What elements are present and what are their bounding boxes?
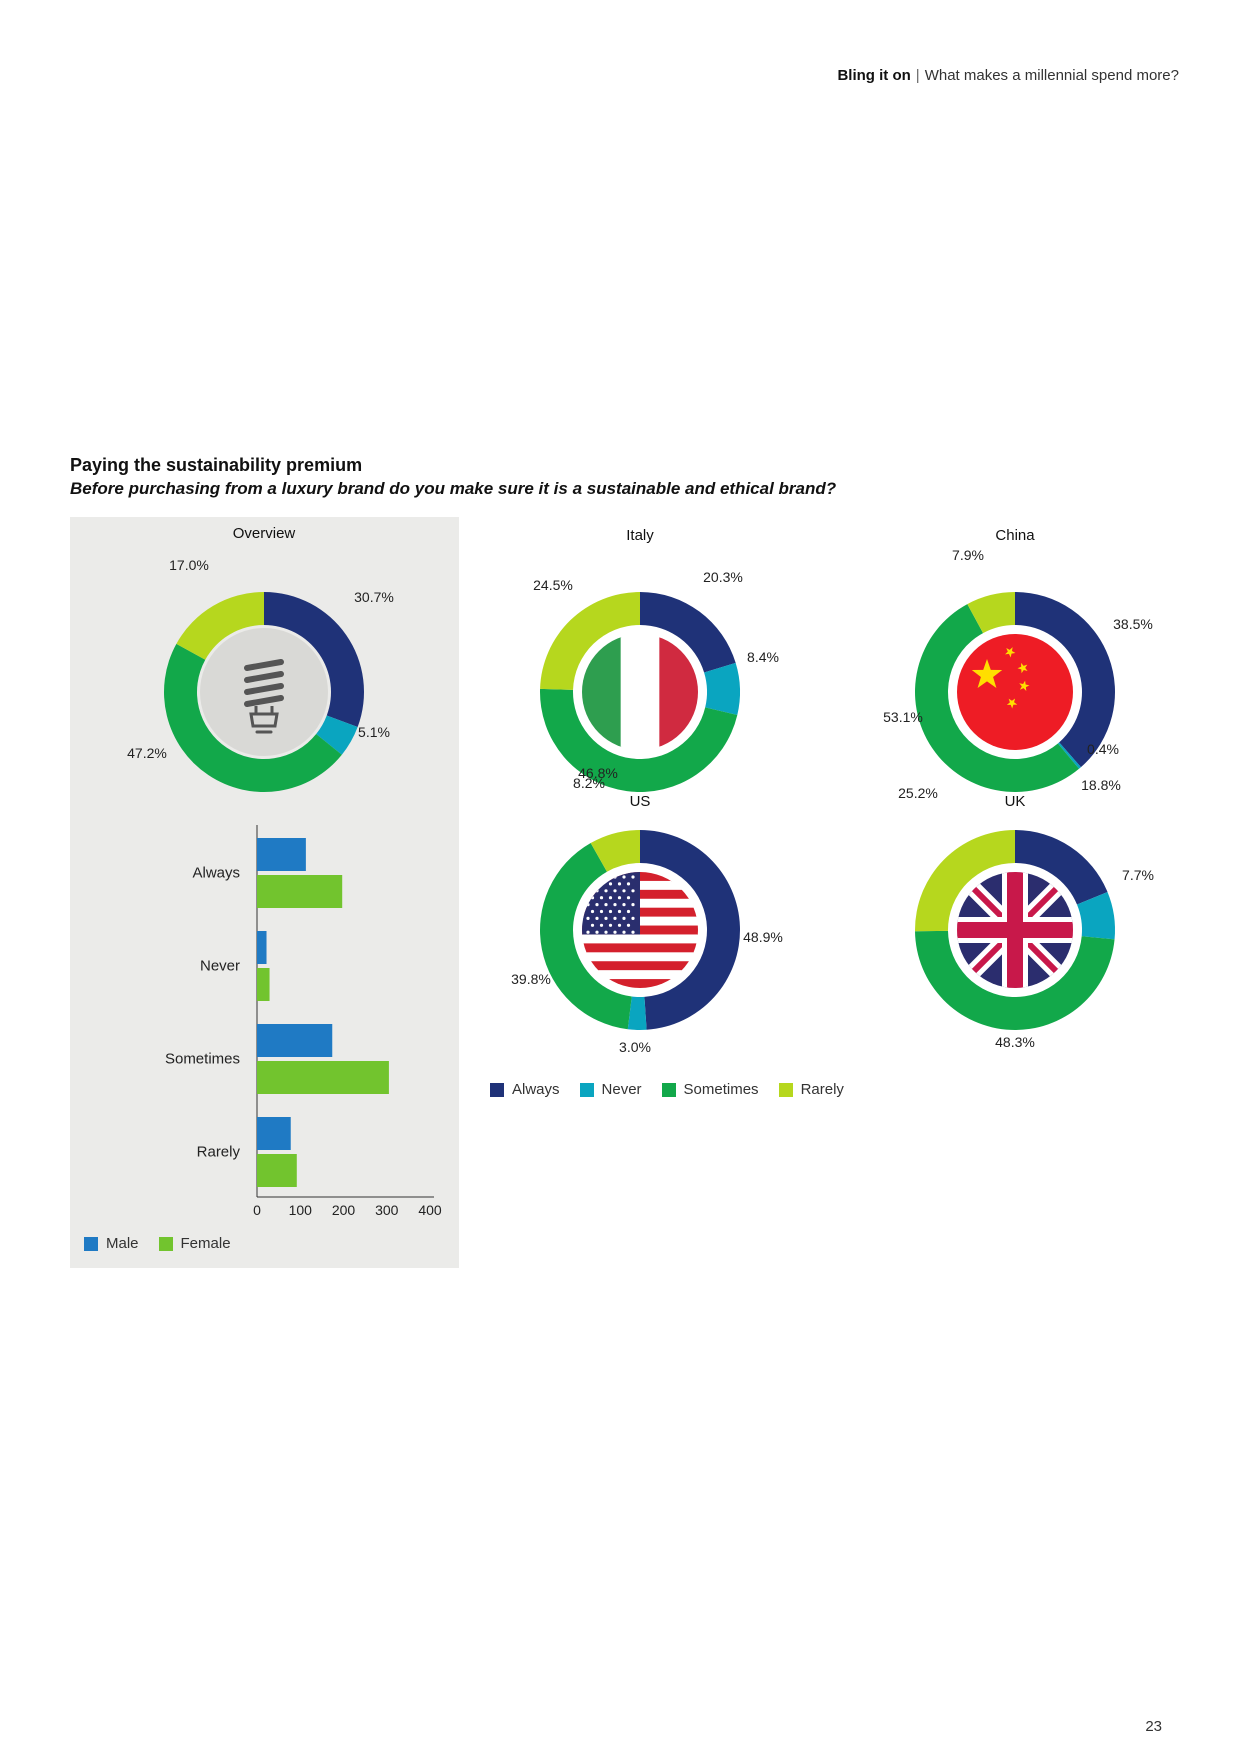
uk-slice-sometimes bbox=[915, 930, 1115, 1030]
header-report-subtitle: What makes a millennial spend more? bbox=[924, 67, 1179, 84]
italy-label-rarely: 24.5% bbox=[533, 577, 573, 593]
donut-legend-swatch-always bbox=[490, 1082, 504, 1097]
uk-label-always: 18.8% bbox=[1081, 777, 1121, 793]
bar-category-sometimes: Sometimes bbox=[164, 1050, 240, 1068]
page-number: 23 bbox=[1145, 1718, 1162, 1735]
bar-x-tick-100: 100 bbox=[288, 1202, 312, 1218]
overview-label-rarely: 17.0% bbox=[169, 557, 209, 573]
italy-label-always: 20.3% bbox=[703, 569, 743, 585]
bar-x-tick-400: 400 bbox=[418, 1202, 442, 1218]
uk-slice-always bbox=[1015, 830, 1108, 905]
overview-slice-rarely bbox=[176, 592, 264, 660]
china-slice-never bbox=[1057, 742, 1081, 769]
donut-legend-label-never: Never bbox=[601, 1081, 642, 1098]
bar-never-male bbox=[257, 931, 267, 964]
bar-x-tick-0: 0 bbox=[253, 1202, 261, 1218]
donut-legend-swatch-rarely bbox=[778, 1082, 793, 1097]
uk-label-never: 7.7% bbox=[1122, 867, 1154, 883]
uk-slice-never bbox=[1076, 892, 1115, 940]
bar-category-never: Never bbox=[199, 957, 240, 975]
china-chart-title: China bbox=[995, 527, 1035, 544]
bar-category-always: Always bbox=[192, 864, 240, 882]
uk-flag-icon bbox=[957, 872, 1073, 988]
italy-label-never: 8.4% bbox=[747, 649, 779, 665]
bar-legend-swatch-male bbox=[84, 1236, 98, 1251]
lightbulb-icon bbox=[200, 628, 328, 756]
china-slice-rarely bbox=[967, 592, 1015, 634]
donut-legend: Always Never Sometimes Rarely bbox=[490, 1081, 864, 1098]
us-label-never: 3.0% bbox=[619, 1039, 651, 1055]
bar-sometimes-male bbox=[257, 1024, 333, 1057]
bar-always-male bbox=[257, 838, 306, 871]
uk-chart-title: UK bbox=[1004, 793, 1026, 810]
china-slice-always bbox=[1015, 592, 1115, 768]
overview-label-sometimes: 47.2% bbox=[127, 745, 167, 761]
italy-slice-never bbox=[704, 662, 740, 716]
us-flag-icon bbox=[582, 872, 698, 988]
donut-legend-label-sometimes: Sometimes bbox=[683, 1081, 759, 1098]
us-label-sometimes: 39.8% bbox=[511, 971, 551, 987]
bar-category-rarely: Rarely bbox=[196, 1143, 240, 1161]
china-label-never: 0.4% bbox=[1087, 741, 1119, 757]
italy-slice-rarely bbox=[540, 592, 640, 690]
donut-legend-label-always: Always bbox=[512, 1081, 560, 1098]
header-separator: | bbox=[915, 67, 920, 84]
bar-always-female bbox=[257, 875, 343, 908]
uk-label-rarely: 25.2% bbox=[898, 785, 938, 801]
bar-legend-item-female: Female bbox=[158, 1235, 231, 1252]
italy-chart-title: Italy bbox=[626, 527, 654, 544]
bar-rarely-female bbox=[257, 1154, 297, 1187]
bar-x-tick-200: 200 bbox=[331, 1202, 356, 1218]
us-chart-title: US bbox=[629, 793, 651, 810]
overview-slice-never bbox=[316, 715, 358, 755]
overview-label-always: 30.7% bbox=[354, 589, 394, 605]
china-label-always: 38.5% bbox=[1113, 616, 1153, 632]
china-slice-sometimes bbox=[915, 604, 1080, 792]
us-label-always: 48.9% bbox=[743, 929, 783, 945]
us-slice-rarely bbox=[590, 830, 640, 872]
us-label-rarely: 8.2% bbox=[573, 775, 605, 791]
overview-slice-always bbox=[264, 592, 364, 728]
china-label-sometimes: 53.1% bbox=[883, 709, 923, 725]
donut-legend-item-always: Always bbox=[490, 1081, 560, 1098]
italy-label-sometimes: 46.8% bbox=[578, 765, 618, 781]
bar-sometimes-female bbox=[257, 1061, 389, 1094]
uk-label-sometimes: 48.3% bbox=[995, 1034, 1035, 1050]
figure-title: Paying the sustainability premium bbox=[70, 455, 363, 475]
bar-legend-label-male: Male bbox=[106, 1235, 139, 1252]
page-header: Bling it on | What makes a millennial spen… bbox=[837, 67, 1179, 84]
figure-subtitle: Before purchasing from a luxury brand do… bbox=[70, 479, 837, 498]
donut-legend-item-sometimes: Sometimes bbox=[661, 1081, 759, 1098]
bar-legend-label-female: Female bbox=[180, 1235, 231, 1252]
bar-never-female bbox=[257, 968, 270, 1001]
us-slice-never bbox=[627, 996, 647, 1030]
italy-slice-sometimes bbox=[540, 688, 738, 793]
us-slice-sometimes bbox=[539, 843, 632, 1030]
donut-legend-swatch-sometimes bbox=[661, 1082, 676, 1097]
bar-legend: Male Female bbox=[84, 1235, 251, 1252]
uk-slice-rarely bbox=[915, 830, 1015, 932]
bar-legend-swatch-female bbox=[158, 1236, 173, 1251]
overview-label-never: 5.1% bbox=[358, 724, 390, 740]
china-label-rarely: 7.9% bbox=[952, 547, 984, 563]
donut-legend-swatch-never bbox=[579, 1082, 594, 1097]
header-report-name: Bling it on bbox=[837, 67, 911, 84]
donut-legend-item-rarely: Rarely bbox=[778, 1081, 844, 1098]
bar-legend-item-male: Male bbox=[84, 1235, 139, 1252]
overview-slice-sometimes bbox=[164, 643, 342, 792]
donut-legend-item-never: Never bbox=[579, 1081, 642, 1098]
bar-rarely-male bbox=[257, 1117, 291, 1150]
bar-x-tick-300: 300 bbox=[375, 1202, 399, 1218]
overview-chart-title: Overview bbox=[232, 525, 296, 542]
us-slice-always bbox=[640, 830, 740, 1030]
donut-legend-label-rarely: Rarely bbox=[800, 1081, 844, 1098]
china-flag-icon bbox=[957, 634, 1073, 750]
italy-slice-always bbox=[640, 592, 736, 673]
